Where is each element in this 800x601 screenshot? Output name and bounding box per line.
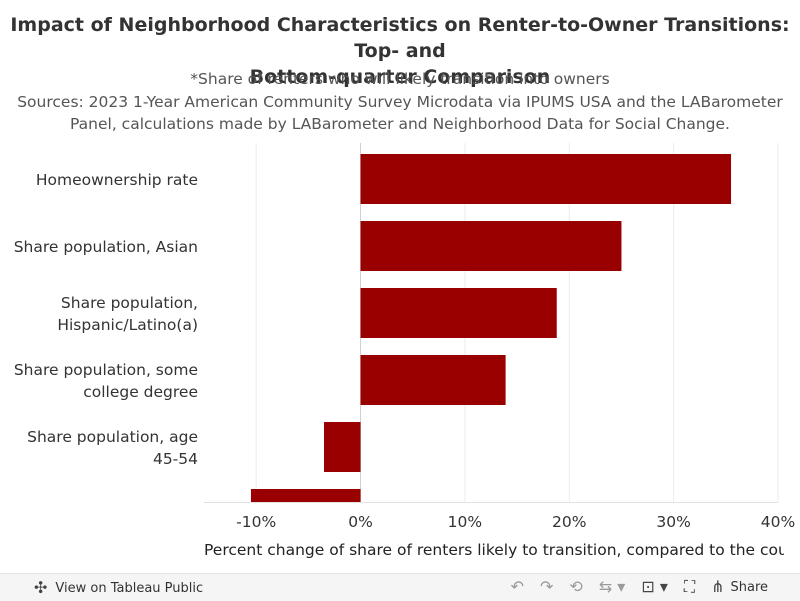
tick-label: 30% bbox=[656, 513, 690, 531]
chart-sources: Sources: 2023 1-Year American Community … bbox=[0, 91, 800, 135]
refresh-icon[interactable]: ⇆ ▾ bbox=[598, 577, 626, 596]
category-label: college degree bbox=[83, 383, 198, 401]
category-label: Share population, age bbox=[27, 428, 198, 446]
category-label: Share population, age bbox=[27, 506, 198, 524]
share-icon: ⋔ bbox=[711, 577, 725, 596]
tick-label: -10% bbox=[236, 513, 276, 531]
sources-line-2: Panel, calculations made by LABarometer … bbox=[70, 115, 730, 133]
category-label: Share population, Asian bbox=[14, 238, 198, 256]
bar bbox=[360, 154, 732, 204]
tableau-logo-icon: ✣ bbox=[34, 578, 48, 597]
redo-icon[interactable]: ↷ bbox=[540, 577, 554, 596]
chart-subtitle: *Share of renters who will likely transi… bbox=[190, 70, 610, 88]
bar bbox=[360, 288, 557, 338]
chart-title-line-1: Impact of Neighborhood Characteristics o… bbox=[10, 14, 790, 62]
bar bbox=[250, 489, 361, 502]
revert-icon[interactable]: ⟲ bbox=[569, 577, 583, 596]
bar bbox=[360, 221, 622, 271]
x-axis-label: Percent change of share of renters likel… bbox=[204, 541, 784, 559]
bar bbox=[324, 422, 361, 472]
chart-title-line-2: Bottom-quarter Comparison bbox=[249, 66, 551, 88]
tick-label: 0% bbox=[348, 513, 373, 531]
fullscreen-icon[interactable]: ⛶ bbox=[683, 577, 696, 596]
share-button[interactable]: ⋔ Share bbox=[711, 578, 768, 596]
toolbar-actions: ↶ ↷ ⟲ ⇆ ▾ ⊡ ▾ ⛶ ⋔ Share bbox=[511, 578, 768, 596]
bars-group: Homeownership rate Share population, Asia… bbox=[14, 154, 732, 524]
undo-icon[interactable]: ↶ bbox=[510, 577, 524, 596]
category-label: Share population, some bbox=[14, 361, 198, 379]
share-label: Share bbox=[730, 579, 768, 595]
view-on-tableau-label: View on Tableau Public bbox=[55, 580, 204, 596]
download-icon[interactable]: ⊡ ▾ bbox=[641, 577, 668, 596]
view-on-tableau-link[interactable]: ✣ View on Tableau Public bbox=[34, 579, 203, 597]
sources-line-1: Sources: 2023 1-Year American Community … bbox=[17, 93, 783, 111]
bar bbox=[360, 355, 506, 405]
tick-label: 10% bbox=[448, 513, 482, 531]
category-label: 45-54 bbox=[153, 450, 198, 468]
tick-label: 40% bbox=[761, 513, 795, 531]
chart-title: Impact of Neighborhood Characteristics o… bbox=[0, 12, 800, 90]
tick-label: 20% bbox=[552, 513, 586, 531]
tableau-toolbar: ✣ View on Tableau Public ↶ ↷ ⟲ ⇆ ▾ ⊡ ▾ ⛶… bbox=[0, 573, 800, 601]
category-label: Hispanic/Latino(a) bbox=[57, 316, 198, 334]
category-label: Homeownership rate bbox=[36, 171, 198, 189]
category-label: Share population, bbox=[61, 294, 198, 312]
